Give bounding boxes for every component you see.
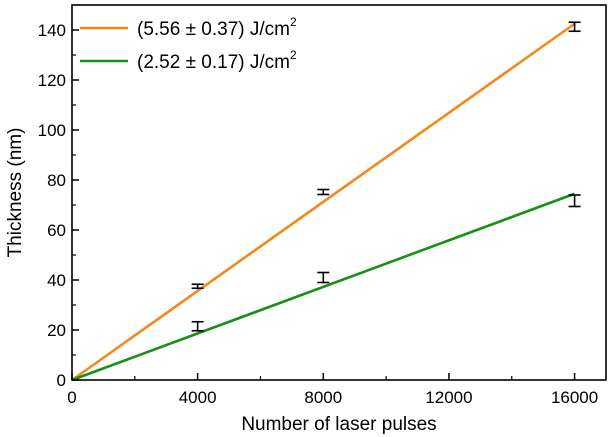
series-line	[71, 22, 576, 382]
x-tick-label: 0	[67, 388, 76, 407]
y-tick-label: 140	[38, 21, 66, 40]
legend-item-1: (5.56 ± 0.37) J/cm2	[80, 15, 297, 40]
y-tick-label: 40	[47, 271, 66, 290]
x-tick-label: 16000	[551, 388, 598, 407]
y-tick-label: 80	[47, 171, 66, 190]
series-line	[71, 192, 576, 382]
error-bar	[191, 283, 204, 290]
legend-label: (5.56 ± 0.37) J/cm2	[137, 15, 297, 40]
series-group	[71, 21, 581, 382]
y-tick-label: 20	[47, 321, 66, 340]
legend-superscript: 2	[290, 15, 297, 29]
error-bar	[568, 21, 581, 33]
x-tick-label: 4000	[179, 388, 217, 407]
error-bar	[317, 188, 330, 196]
legend-item-2: (2.52 ± 0.17) J/cm2	[80, 48, 297, 73]
axes: 0 4000 8000 12000 16000 0 20 40 60 80 100 120 140	[38, 21, 599, 407]
x-axis-title: Number of laser pulses	[241, 414, 436, 435]
error-bar	[317, 271, 330, 284]
series-1	[71, 21, 581, 382]
legend-superscript: 2	[290, 48, 297, 62]
y-tick-label: 100	[38, 121, 66, 140]
y-tick-label: 60	[47, 221, 66, 240]
error-bar	[568, 194, 581, 208]
y-tick-label: 0	[57, 371, 66, 390]
legend-label: (2.52 ± 0.17) J/cm2	[137, 48, 297, 73]
y-axis-title: Thickness (nm)	[5, 128, 26, 258]
x-tick-label: 12000	[425, 388, 472, 407]
legend: (5.56 ± 0.37) J/cm2 (2.52 ± 0.17) J/cm2	[80, 15, 297, 73]
series-2	[71, 192, 581, 382]
y-tick-label: 120	[38, 71, 66, 90]
x-tick-label: 8000	[304, 388, 342, 407]
error-bar	[191, 320, 204, 332]
